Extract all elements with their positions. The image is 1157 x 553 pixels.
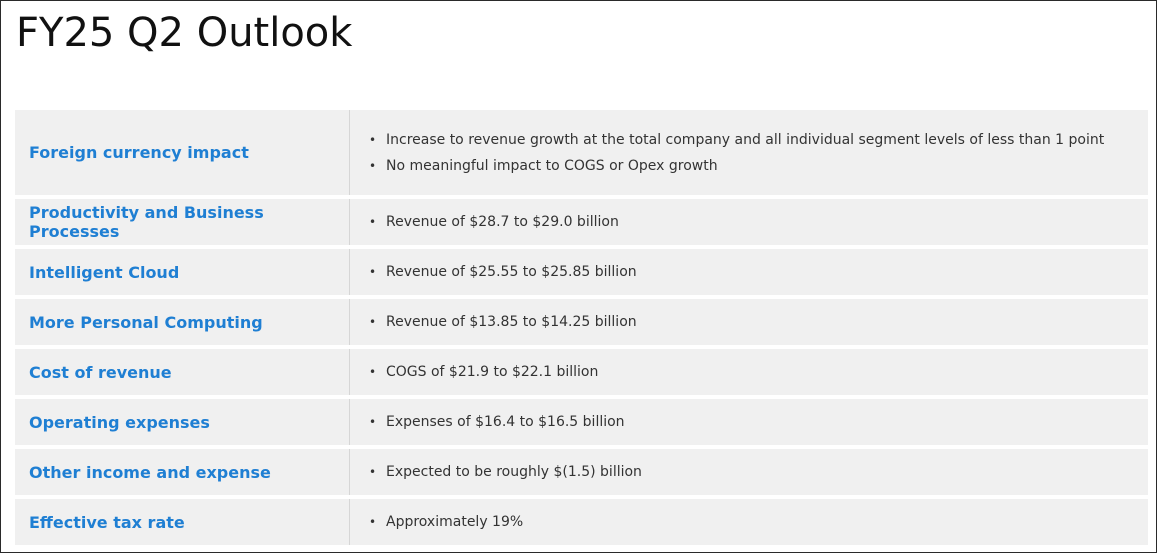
table-row-effective-tax-rate: Effective tax rate • Approximately 19% xyxy=(15,499,1148,545)
bullet-icon: • xyxy=(369,132,377,147)
bullet-icon: • xyxy=(369,515,377,529)
row-label: Intelligent Cloud xyxy=(29,262,180,282)
row-label: Foreign currency impact xyxy=(29,143,249,162)
row-label: Productivity and Business Processes xyxy=(29,203,264,241)
bullet-item: • No meaningful impact to COGS or Opex g… xyxy=(369,153,1148,179)
column-divider xyxy=(349,299,350,345)
outlook-table: Foreign currency impact • Increase to re… xyxy=(15,110,1148,549)
bullet-item: • Revenue of $13.85 to $14.25 billion xyxy=(369,309,1148,335)
bullet-text: Approximately 19% xyxy=(386,514,524,530)
bullet-icon: • xyxy=(369,265,377,279)
row-details: • Increase to revenue growth at the tota… xyxy=(350,110,1148,195)
table-row-productivity-and-business-processes: Productivity and Business Processes • Re… xyxy=(15,199,1148,245)
table-row-other-income-and-expense: Other income and expense • Expected to b… xyxy=(15,449,1148,495)
bullet-item: • COGS of $21.9 to $22.1 billion xyxy=(369,359,1148,385)
bullet-icon: • xyxy=(369,315,377,329)
column-divider xyxy=(349,110,350,195)
bullet-icon: • xyxy=(369,215,377,229)
row-label: Other income and expense xyxy=(29,462,271,482)
column-divider xyxy=(349,349,350,395)
row-details: • Expenses of $16.4 to $16.5 billion xyxy=(350,399,1148,445)
column-divider xyxy=(349,449,350,495)
bullet-item: • Revenue of $25.55 to $25.85 billion xyxy=(369,259,1148,285)
table-row-operating-expenses: Operating expenses • Expenses of $16.4 t… xyxy=(15,399,1148,445)
bullet-text: Revenue of $25.55 to $25.85 billion xyxy=(386,264,637,280)
bullet-icon: • xyxy=(369,465,377,479)
bullet-item: • Increase to revenue growth at the tota… xyxy=(369,127,1148,153)
table-row-more-personal-computing: More Personal Computing • Revenue of $13… xyxy=(15,299,1148,345)
row-label: More Personal Computing xyxy=(29,312,263,332)
bullet-item: • Revenue of $28.7 to $29.0 billion xyxy=(369,209,1148,235)
bullet-text: Revenue of $13.85 to $14.25 billion xyxy=(386,314,637,330)
row-details: • Approximately 19% xyxy=(350,499,1148,545)
row-label: Effective tax rate xyxy=(29,512,185,532)
bullet-text: No meaningful impact to COGS or Opex gro… xyxy=(386,157,718,174)
bullet-item: • Approximately 19% xyxy=(369,509,1148,535)
page-title: FY25 Q2 Outlook xyxy=(16,10,353,56)
column-divider xyxy=(349,399,350,445)
bullet-item: • Expected to be roughly $(1.5) billion xyxy=(369,459,1148,485)
bullet-icon: • xyxy=(369,365,377,379)
row-label: Operating expenses xyxy=(29,412,210,432)
bullet-text: Revenue of $28.7 to $29.0 billion xyxy=(386,214,619,230)
column-divider xyxy=(349,199,350,245)
row-details: • Revenue of $13.85 to $14.25 billion xyxy=(350,299,1148,345)
row-details: • COGS of $21.9 to $22.1 billion xyxy=(350,349,1148,395)
bullet-text: Expected to be roughly $(1.5) billion xyxy=(386,464,642,480)
table-row-cost-of-revenue: Cost of revenue • COGS of $21.9 to $22.1… xyxy=(15,349,1148,395)
row-details: • Revenue of $28.7 to $29.0 billion xyxy=(350,199,1148,245)
row-label: Cost of revenue xyxy=(29,362,172,382)
table-row-intelligent-cloud: Intelligent Cloud • Revenue of $25.55 to… xyxy=(15,249,1148,295)
bullet-text: COGS of $21.9 to $22.1 billion xyxy=(386,364,599,380)
bullet-item: • Expenses of $16.4 to $16.5 billion xyxy=(369,409,1148,435)
bullet-text: Expenses of $16.4 to $16.5 billion xyxy=(386,414,625,430)
table-row-foreign-currency-impact: Foreign currency impact • Increase to re… xyxy=(15,110,1148,195)
column-divider xyxy=(349,499,350,545)
bullet-icon: • xyxy=(369,415,377,429)
row-details: • Revenue of $25.55 to $25.85 billion xyxy=(350,249,1148,295)
column-divider xyxy=(349,249,350,295)
bullet-text: Increase to revenue growth at the total … xyxy=(386,131,1105,148)
bullet-icon: • xyxy=(369,158,377,173)
row-details: • Expected to be roughly $(1.5) billion xyxy=(350,449,1148,495)
